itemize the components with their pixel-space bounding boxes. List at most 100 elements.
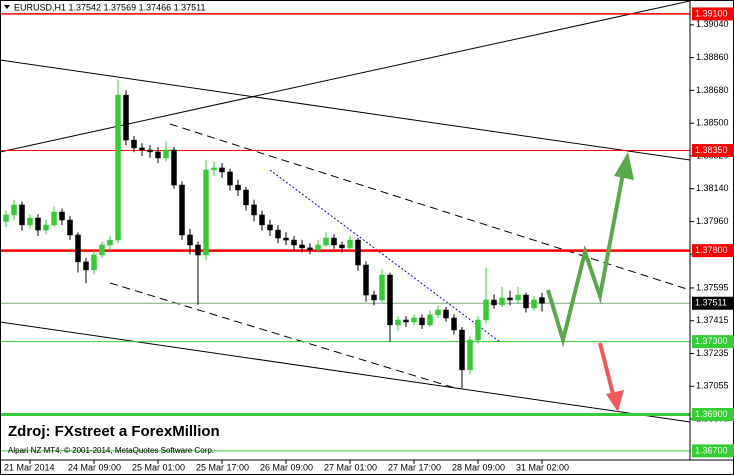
candle-body (259, 214, 265, 226)
y-tick-label: 1.38680 (696, 85, 729, 95)
candle-body (155, 151, 161, 159)
level-label-bg (692, 444, 734, 458)
candle-body (387, 274, 393, 326)
candle-body (83, 261, 89, 271)
level-label-bg (692, 296, 734, 310)
candle-body (219, 167, 225, 173)
candle-body (467, 339, 473, 371)
candle-body (179, 184, 185, 236)
candle-body (59, 211, 65, 221)
candle-body (139, 147, 145, 151)
y-tick-label: 1.38500 (696, 118, 729, 128)
candle-body (435, 309, 441, 316)
x-tick-label: 21 Mar 2014 (4, 462, 55, 472)
levels (0, 13, 690, 452)
candle-body (307, 247, 313, 251)
candle-body (355, 239, 361, 266)
candle-body (171, 149, 177, 186)
y-tick-label: 1.39040 (696, 19, 729, 29)
candle-body (475, 319, 481, 341)
candle-body (11, 204, 17, 216)
candle-body (131, 139, 137, 149)
candle-body (115, 94, 121, 241)
forecast-arrows (546, 152, 634, 412)
candle-body (379, 274, 385, 301)
candle-body (419, 317, 425, 326)
candle-body (99, 244, 105, 256)
source-bg (4, 421, 220, 443)
title-icon (4, 5, 10, 9)
candle-body (275, 229, 281, 239)
x-tick-label: 24 Mar 09:00 (68, 462, 121, 472)
trend-lines (0, 0, 691, 423)
x-tick-label: 25 Mar 17:00 (196, 462, 249, 472)
level-label: 1.39100 (695, 8, 728, 18)
candle-body (235, 184, 241, 191)
candle-body (43, 224, 49, 231)
y-tick-label: 1.37415 (696, 315, 729, 325)
candle-body (243, 189, 249, 206)
candle-body (331, 237, 337, 246)
candle-body (499, 297, 505, 306)
arrow-head (606, 390, 624, 412)
candle-body (187, 234, 193, 246)
forecast-up (546, 167, 626, 348)
candle-body (27, 217, 33, 226)
candle-body (75, 234, 81, 263)
trend-line (0, 59, 691, 161)
candle-body (411, 317, 417, 323)
level-label-bg (692, 143, 734, 157)
candle-body (315, 244, 321, 251)
candle-body (371, 294, 377, 301)
candle-body (507, 297, 513, 301)
trend-line (109, 282, 456, 389)
candle-body (459, 329, 465, 371)
candle-body (19, 204, 25, 226)
candle-body (491, 299, 497, 306)
candle-body (3, 214, 9, 222)
candle-body (211, 167, 217, 171)
y-tick-label: 1.37055 (696, 381, 729, 391)
chart-title: EURUSD,H1 1.37542 1.37569 1.37466 1.3751… (14, 2, 205, 12)
candle-body (91, 254, 97, 271)
candles (3, 79, 545, 388)
candle-body (123, 94, 129, 141)
candle-body (267, 224, 273, 231)
candle-body (195, 244, 201, 256)
level-label: 1.37300 (695, 336, 728, 346)
candle-body (531, 299, 537, 309)
x-tick-label: 26 Mar 09:00 (260, 462, 313, 472)
source: Zdroj: FXstreet a ForexMillion (8, 423, 220, 440)
candle-body (35, 217, 41, 231)
level-label-bg (692, 244, 734, 258)
candle-body (451, 317, 457, 331)
candle-body (483, 299, 489, 321)
axis-labels: 1.390401.388601.386801.385001.383201.381… (4, 7, 734, 472)
level-label: 1.38350 (695, 145, 728, 155)
candle-body (251, 204, 257, 216)
x-tick-label: 28 Mar 09:00 (452, 462, 505, 472)
candle-body (227, 171, 233, 186)
y-tick-label: 1.37960 (696, 216, 729, 226)
x-tick-label: 25 Mar 01:00 (132, 462, 185, 472)
trend-line (0, 0, 691, 153)
candle-body (299, 244, 305, 249)
x-tick-label: 31 Mar 02:00 (516, 462, 569, 472)
y-tick-label: 1.38140 (696, 183, 729, 193)
level-label-bg (692, 335, 734, 349)
candle-body (363, 264, 369, 296)
trend-line (0, 321, 691, 423)
candle-body (107, 239, 113, 246)
y-tick-label: 1.37235 (696, 348, 729, 358)
candle-body (283, 237, 289, 241)
candle-body (339, 244, 345, 249)
level-label: 1.36700 (695, 445, 728, 455)
copyright: Alpari NZ MT4, © 2001-2014, MetaQuotes S… (8, 446, 214, 455)
candle-body (347, 239, 353, 249)
candle-body (203, 169, 209, 256)
candle-body (427, 314, 433, 326)
candle-body (523, 294, 529, 309)
y-tick-label: 1.37595 (696, 282, 729, 292)
candle-body (515, 294, 521, 301)
